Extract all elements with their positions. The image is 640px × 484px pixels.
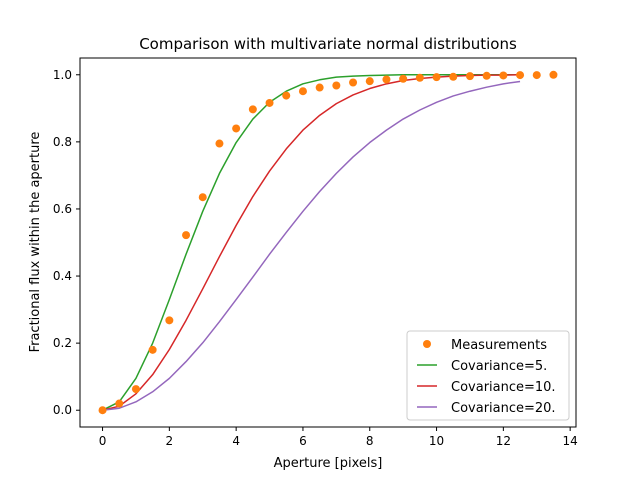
ticks: 0 2 4 6 8 10 12 14 0.0 0.2 0.4 0.6 0.8 1.0: [53, 68, 578, 448]
series-layer: [98, 70, 558, 415]
x-axis-label: Aperture [pixels]: [274, 456, 383, 471]
measurement-point: [248, 105, 257, 114]
x-tick-label: 6: [299, 434, 307, 448]
measurement-point: [349, 78, 358, 87]
x-tick-label: 2: [166, 434, 174, 448]
measurement-point: [198, 193, 207, 202]
measurement-point: [432, 73, 441, 82]
x-tick-label: 12: [496, 434, 511, 448]
x-tick-label: 14: [563, 434, 578, 448]
measurement-point: [365, 77, 374, 86]
legend-box: [406, 330, 570, 421]
x-tick-label: 10: [429, 434, 444, 448]
measurement-point: [499, 71, 508, 80]
measurement-point: [516, 71, 525, 80]
measurement-point: [182, 231, 191, 240]
measurement-point: [482, 71, 491, 80]
measurement-point: [298, 87, 307, 96]
legend-label: Covariance=20.: [451, 401, 556, 416]
measurement-point: [415, 73, 424, 82]
legend-label: Covariance=10.: [451, 380, 556, 395]
measurement-point: [165, 316, 174, 325]
measurement-point: [332, 81, 341, 90]
measurement-point: [449, 72, 458, 81]
measurement-point: [131, 385, 140, 394]
y-tick-label: 0.0: [53, 403, 72, 417]
measurement-point: [115, 399, 124, 408]
series-line-3: [102, 80, 521, 411]
y-tick-label: 0.6: [53, 202, 72, 216]
legend-marker: [423, 340, 431, 348]
y-tick-label: 0.8: [53, 135, 72, 149]
chart-title: Comparison with multivariate normal dist…: [139, 35, 517, 53]
measurement-point: [465, 72, 474, 81]
measurement-point: [282, 91, 291, 100]
measurement-point: [549, 70, 558, 79]
legend: Measurements Covariance=5. Covariance=10. C…: [406, 330, 570, 421]
measurement-point: [148, 345, 157, 354]
measurement-point: [315, 83, 324, 92]
y-tick-label: 0.2: [53, 336, 72, 350]
y-axis-label: Fractional flux within the aperture: [28, 132, 43, 353]
x-tick-label: 0: [99, 434, 107, 448]
measurement-point: [382, 75, 391, 84]
measurement-point: [265, 98, 274, 107]
y-tick-label: 1.0: [53, 68, 72, 82]
y-tick-label: 0.4: [53, 269, 72, 283]
legend-label: Covariance=5.: [451, 359, 547, 374]
legend-label: Measurements: [451, 338, 547, 353]
x-tick-label: 4: [232, 434, 240, 448]
measurement-point: [232, 124, 241, 133]
x-tick-label: 8: [366, 434, 374, 448]
measurement-point: [532, 71, 541, 80]
measurement-point: [215, 139, 224, 148]
measurement-point: [98, 406, 107, 415]
measurement-point: [399, 74, 408, 83]
